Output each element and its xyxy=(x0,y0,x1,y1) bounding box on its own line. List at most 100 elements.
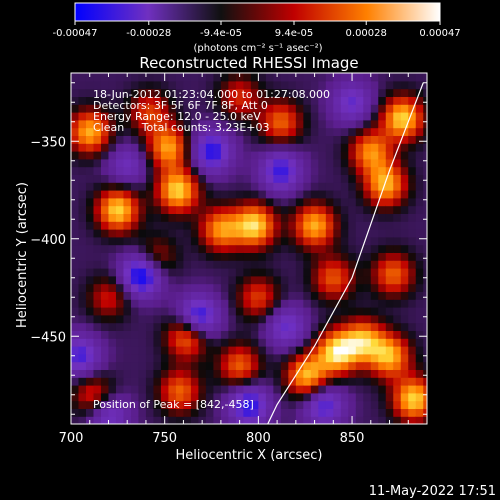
heatmap-cell xyxy=(310,143,319,152)
heatmap-cell xyxy=(228,182,237,191)
heatmap-cell xyxy=(295,338,304,347)
heatmap-cell xyxy=(348,385,357,394)
heatmap-cell xyxy=(400,416,409,424)
heatmap-cell xyxy=(205,119,214,129)
heatmap-cell xyxy=(85,127,95,136)
heatmap-cell xyxy=(415,119,424,129)
heatmap-cell xyxy=(250,392,259,402)
heatmap-cell xyxy=(303,260,312,269)
heatmap-cell xyxy=(303,197,312,207)
heatmap-cell xyxy=(273,353,282,363)
heatmap-cell xyxy=(228,135,237,144)
heatmap-cell xyxy=(393,385,402,394)
heatmap-cell xyxy=(71,346,80,355)
heatmap-cell xyxy=(408,119,417,129)
heatmap-cell xyxy=(378,314,387,324)
solar-limb-curve xyxy=(267,82,424,424)
heatmap-cell xyxy=(138,353,147,363)
heatmap-cell xyxy=(408,88,417,97)
heatmap-cell xyxy=(340,236,349,246)
heatmap-cell xyxy=(153,377,162,386)
heatmap-cell xyxy=(145,268,155,277)
heatmap-cell xyxy=(220,151,229,160)
heatmap-cell xyxy=(325,283,334,292)
heatmap-cell xyxy=(168,143,177,152)
heatmap-cell xyxy=(78,353,87,363)
heatmap-cell xyxy=(93,143,102,152)
heatmap-cell xyxy=(340,104,349,113)
heatmap-cell xyxy=(153,385,162,394)
heatmap-cell xyxy=(93,112,102,121)
heatmap-cell xyxy=(333,385,342,394)
heatmap-cell xyxy=(423,236,427,246)
heatmap-cell xyxy=(393,151,402,160)
heatmap-cell xyxy=(100,314,110,324)
heatmap-cell xyxy=(198,151,207,160)
heatmap-cell xyxy=(400,330,409,339)
heatmap-cell xyxy=(295,182,304,191)
heatmap-cell xyxy=(295,236,304,246)
heatmap-cell xyxy=(415,283,424,292)
heatmap-cell xyxy=(408,369,417,378)
heatmap-cell xyxy=(258,174,267,183)
heatmap-cell xyxy=(108,338,117,347)
heatmap-cell xyxy=(258,158,267,168)
heatmap-cell xyxy=(235,307,244,316)
heatmap-cell xyxy=(400,166,409,175)
heatmap-cell xyxy=(258,96,267,105)
heatmap-cell xyxy=(78,158,87,168)
heatmap-cell xyxy=(145,213,155,222)
heatmap-cell xyxy=(423,151,427,160)
heatmap-cell xyxy=(378,143,387,152)
heatmap-cell xyxy=(145,197,155,207)
heatmap-cell xyxy=(78,260,87,269)
heatmap-cell xyxy=(100,190,110,199)
heatmap-cell xyxy=(280,221,289,230)
heatmap-cell xyxy=(363,205,372,214)
heatmap-cell xyxy=(123,174,132,183)
heatmap-cell xyxy=(333,338,342,347)
heatmap-cell xyxy=(213,330,222,339)
heatmap-cell xyxy=(190,104,200,113)
heatmap-cell xyxy=(400,260,409,269)
heatmap-cell xyxy=(100,151,110,160)
heatmap-cell xyxy=(348,158,357,168)
heatmap-cell xyxy=(235,252,244,261)
heatmap-cell xyxy=(220,392,229,402)
heatmap-cell xyxy=(415,236,424,246)
heatmap-cell xyxy=(385,197,394,207)
heatmap-cell xyxy=(153,268,162,277)
heatmap-cell xyxy=(415,392,424,402)
chart-title: Reconstructed RHESSI Image xyxy=(139,54,358,72)
heatmap-cell xyxy=(333,80,342,90)
heatmap-cell xyxy=(273,291,282,300)
heatmap-cell xyxy=(160,314,170,324)
heatmap-cell xyxy=(378,275,387,285)
heatmap-cell xyxy=(168,314,177,324)
heatmap-cell xyxy=(93,229,102,238)
heatmap-cell xyxy=(168,190,177,199)
heatmap-cell xyxy=(183,158,192,168)
heatmap-cell xyxy=(393,260,402,269)
heatmap-cell xyxy=(123,291,132,300)
heatmap-cell xyxy=(145,400,155,409)
heatmap-cell xyxy=(153,158,162,168)
heatmap-cell xyxy=(423,369,427,378)
heatmap-cell xyxy=(78,338,87,347)
heatmap-cell xyxy=(160,244,170,253)
heatmap-cell xyxy=(340,338,349,347)
heatmap-cell xyxy=(153,182,162,191)
heatmap-cell xyxy=(288,88,297,97)
heatmap-cell xyxy=(93,151,102,160)
heatmap-cell xyxy=(160,80,170,90)
heatmap-cell xyxy=(130,416,140,424)
heatmap-cell xyxy=(280,88,289,97)
heatmap-cell xyxy=(303,408,312,417)
heatmap-cell xyxy=(325,190,334,199)
heatmap-cell xyxy=(273,127,282,136)
heatmap-cell xyxy=(348,112,357,121)
heatmap-cell xyxy=(175,252,185,261)
heatmap-cell xyxy=(318,104,327,113)
heatmap-cell xyxy=(340,330,349,339)
heatmap-cell xyxy=(78,392,87,402)
